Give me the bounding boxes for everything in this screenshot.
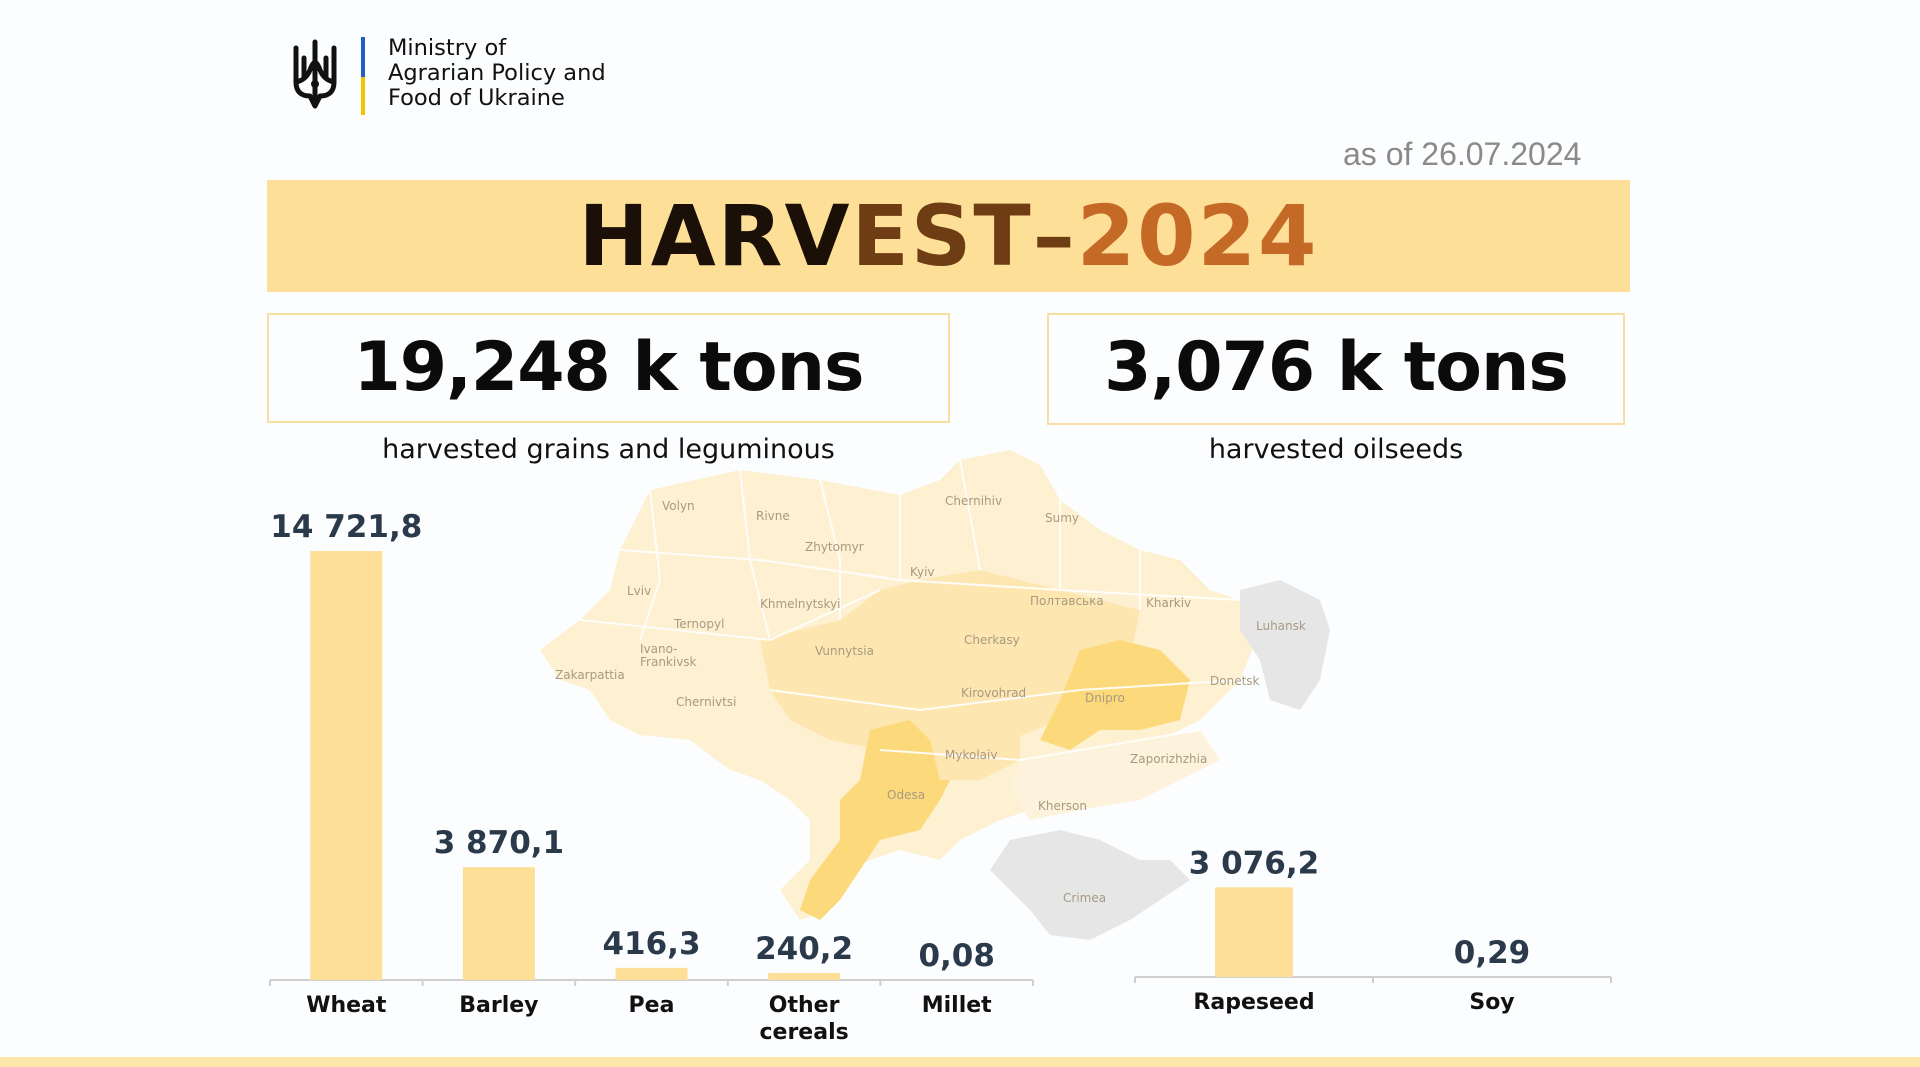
map-region-label: Kherson [1038,799,1087,813]
grains-total-box: 19,248 k tons [267,313,950,423]
bar-value-label: 3 870,1 [434,825,564,861]
map-region-label: Kyiv [910,565,935,579]
map-region-label: Volyn [662,499,695,513]
map-region-label: Ternopyl [673,617,724,631]
ministry-line: Agrarian Policy and [388,60,606,86]
map-region-label: Полтавська [1030,594,1104,608]
map-region-label: Zhytomyr [805,540,864,554]
map-region-label: Crimea [1063,891,1106,905]
grains-total-value: 19,248 k tons [353,328,864,407]
bottom-stripe [0,1057,1920,1067]
map-region-label: Vunnytsia [815,644,874,658]
flag-blue-bar [361,37,365,77]
category-label: Rapeseed [1193,990,1314,1015]
map-region-label: Ivano- [640,642,678,656]
flag-yellow-bar [361,77,365,115]
map-region-label: Lviv [627,584,651,598]
map-region-south [1010,730,1220,820]
bar-value-label: 14 721,8 [270,509,422,545]
bar-value-label: 240,2 [755,931,853,967]
map-region-label: Khmelnytskyi [760,597,841,611]
bar [615,967,688,980]
bar [462,867,535,980]
map-region-label: Donetsk [1210,674,1260,688]
bar-value-label: 416,3 [602,926,700,962]
map-region-labels: Volyn Rivne Chernihiv Sumy Zhytomyr Kyiv… [555,494,1306,905]
category-label: Pea [629,993,675,1018]
category-label: Soy [1469,990,1514,1015]
title-part: 2024 [1076,187,1319,285]
map-region-label: Chernivtsi [676,695,736,709]
ministry-line: Ministry of [388,35,507,61]
category-label: Wheat [306,993,387,1018]
map-region-label: Frankivsk [640,655,697,669]
map-region-label: Sumy [1045,511,1079,525]
bar-value-label: 3 076,2 [1189,845,1319,881]
map-region-label: Kirovohrad [961,686,1026,700]
map-region-label: Zakarpattia [555,668,625,682]
oilseeds-total-value: 3,076 k tons [1104,328,1569,407]
ministry-line: Food of Ukraine [388,85,565,111]
oilseeds-total-caption: harvested oilseeds [1208,434,1464,465]
map-region-odesa [800,720,960,920]
category-label: Other [769,993,840,1018]
map-region-label: Zaporizhzhia [1130,752,1207,766]
map-region-label: Dnipro [1085,691,1125,705]
ministry-name: Ministry of Agrarian Policy and Food of … [388,36,606,111]
map-region-crimea [990,830,1190,940]
map-region-label: Chernihiv [945,494,1002,508]
map-central-regions [760,570,1140,780]
title-banner [267,180,1630,292]
trident-icon [293,39,337,109]
category-label: Barley [459,993,538,1018]
category-label: cereals [759,1020,848,1045]
map-region-label: Odesa [887,788,925,802]
map-region-mykolaiv [920,700,1020,780]
map-region-label: Cherkasy [964,633,1020,647]
oilseeds-total-box: 3,076 k tons [1047,313,1625,425]
grains-total-caption: harvested grains and leguminous [382,434,835,465]
bar [1215,887,1293,977]
oilseeds-bar-chart: 3 076,2 Rapeseed 0,29 Soy [1134,845,1612,1015]
bar-value-label: 0,29 [1454,935,1531,971]
category-label: Millet [922,993,992,1018]
bar [768,973,841,980]
bar [310,551,383,980]
as-of-date: as of 26.07.2024 [1343,136,1582,172]
grains-bar-chart: 14 721,8 Wheat 3 870,1 Barley 416,3 Pea 240,2 O… [269,509,1034,1045]
map-region-label: Luhansk [1256,619,1306,633]
page-title: HARVEST–2024 [267,180,1630,292]
map-region-luhansk [1240,580,1330,710]
map-region-label: Mykolaiv [945,748,997,762]
map-region-dnipro [1040,640,1190,750]
ukraine-map: Volyn Rivne Chernihiv Sumy Zhytomyr Kyiv… [540,450,1330,940]
bar-value-label: 0,08 [918,938,995,974]
map-region-label: Rivne [756,509,790,523]
title-part: HARV [578,187,852,285]
title-part: EST– [851,187,1077,285]
map-region-label: Kharkiv [1146,596,1191,610]
